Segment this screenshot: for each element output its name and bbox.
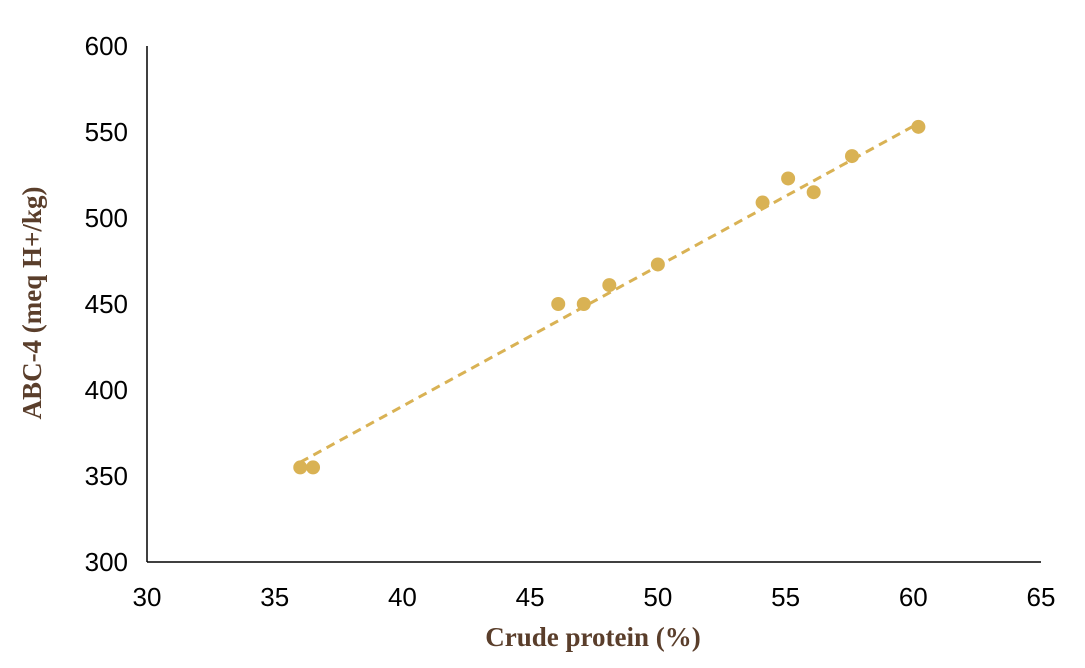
data-point <box>602 278 617 293</box>
x-tick-label: 50 <box>643 582 672 612</box>
x-tick-label: 55 <box>771 582 800 612</box>
data-point <box>306 460 321 475</box>
x-tick-label: 45 <box>516 582 545 612</box>
x-tick-label: 30 <box>133 582 162 612</box>
x-tick-label: 35 <box>260 582 289 612</box>
data-point <box>576 297 591 311</box>
data-point <box>293 460 308 475</box>
y-tick-label: 550 <box>85 117 128 147</box>
data-point <box>911 119 926 134</box>
data-point <box>650 257 665 272</box>
x-axis-ticks: 30 35 40 45 50 55 60 65 <box>133 582 1056 612</box>
x-tick-label: 65 <box>1027 582 1056 612</box>
y-tick-label: 350 <box>85 461 128 491</box>
data-point <box>844 149 859 164</box>
x-tick-label: 40 <box>388 582 417 612</box>
y-tick-label: 600 <box>85 31 128 61</box>
data-point <box>755 195 770 210</box>
y-tick-label: 500 <box>85 203 128 233</box>
trendline <box>299 122 920 464</box>
y-tick-label: 400 <box>85 375 128 405</box>
y-axis-ticks: 300 350 400 450 500 550 600 <box>85 31 128 577</box>
data-point <box>781 171 796 186</box>
data-point <box>806 185 821 200</box>
y-axis-title: ABC-4 (meq H+/kg) <box>17 187 47 420</box>
data-points <box>293 119 926 475</box>
x-tick-label: 60 <box>899 582 928 612</box>
y-tick-label: 300 <box>85 547 128 577</box>
data-point <box>551 297 566 311</box>
x-axis-title: Crude protein (%) <box>485 622 701 652</box>
y-tick-label: 450 <box>85 289 128 319</box>
